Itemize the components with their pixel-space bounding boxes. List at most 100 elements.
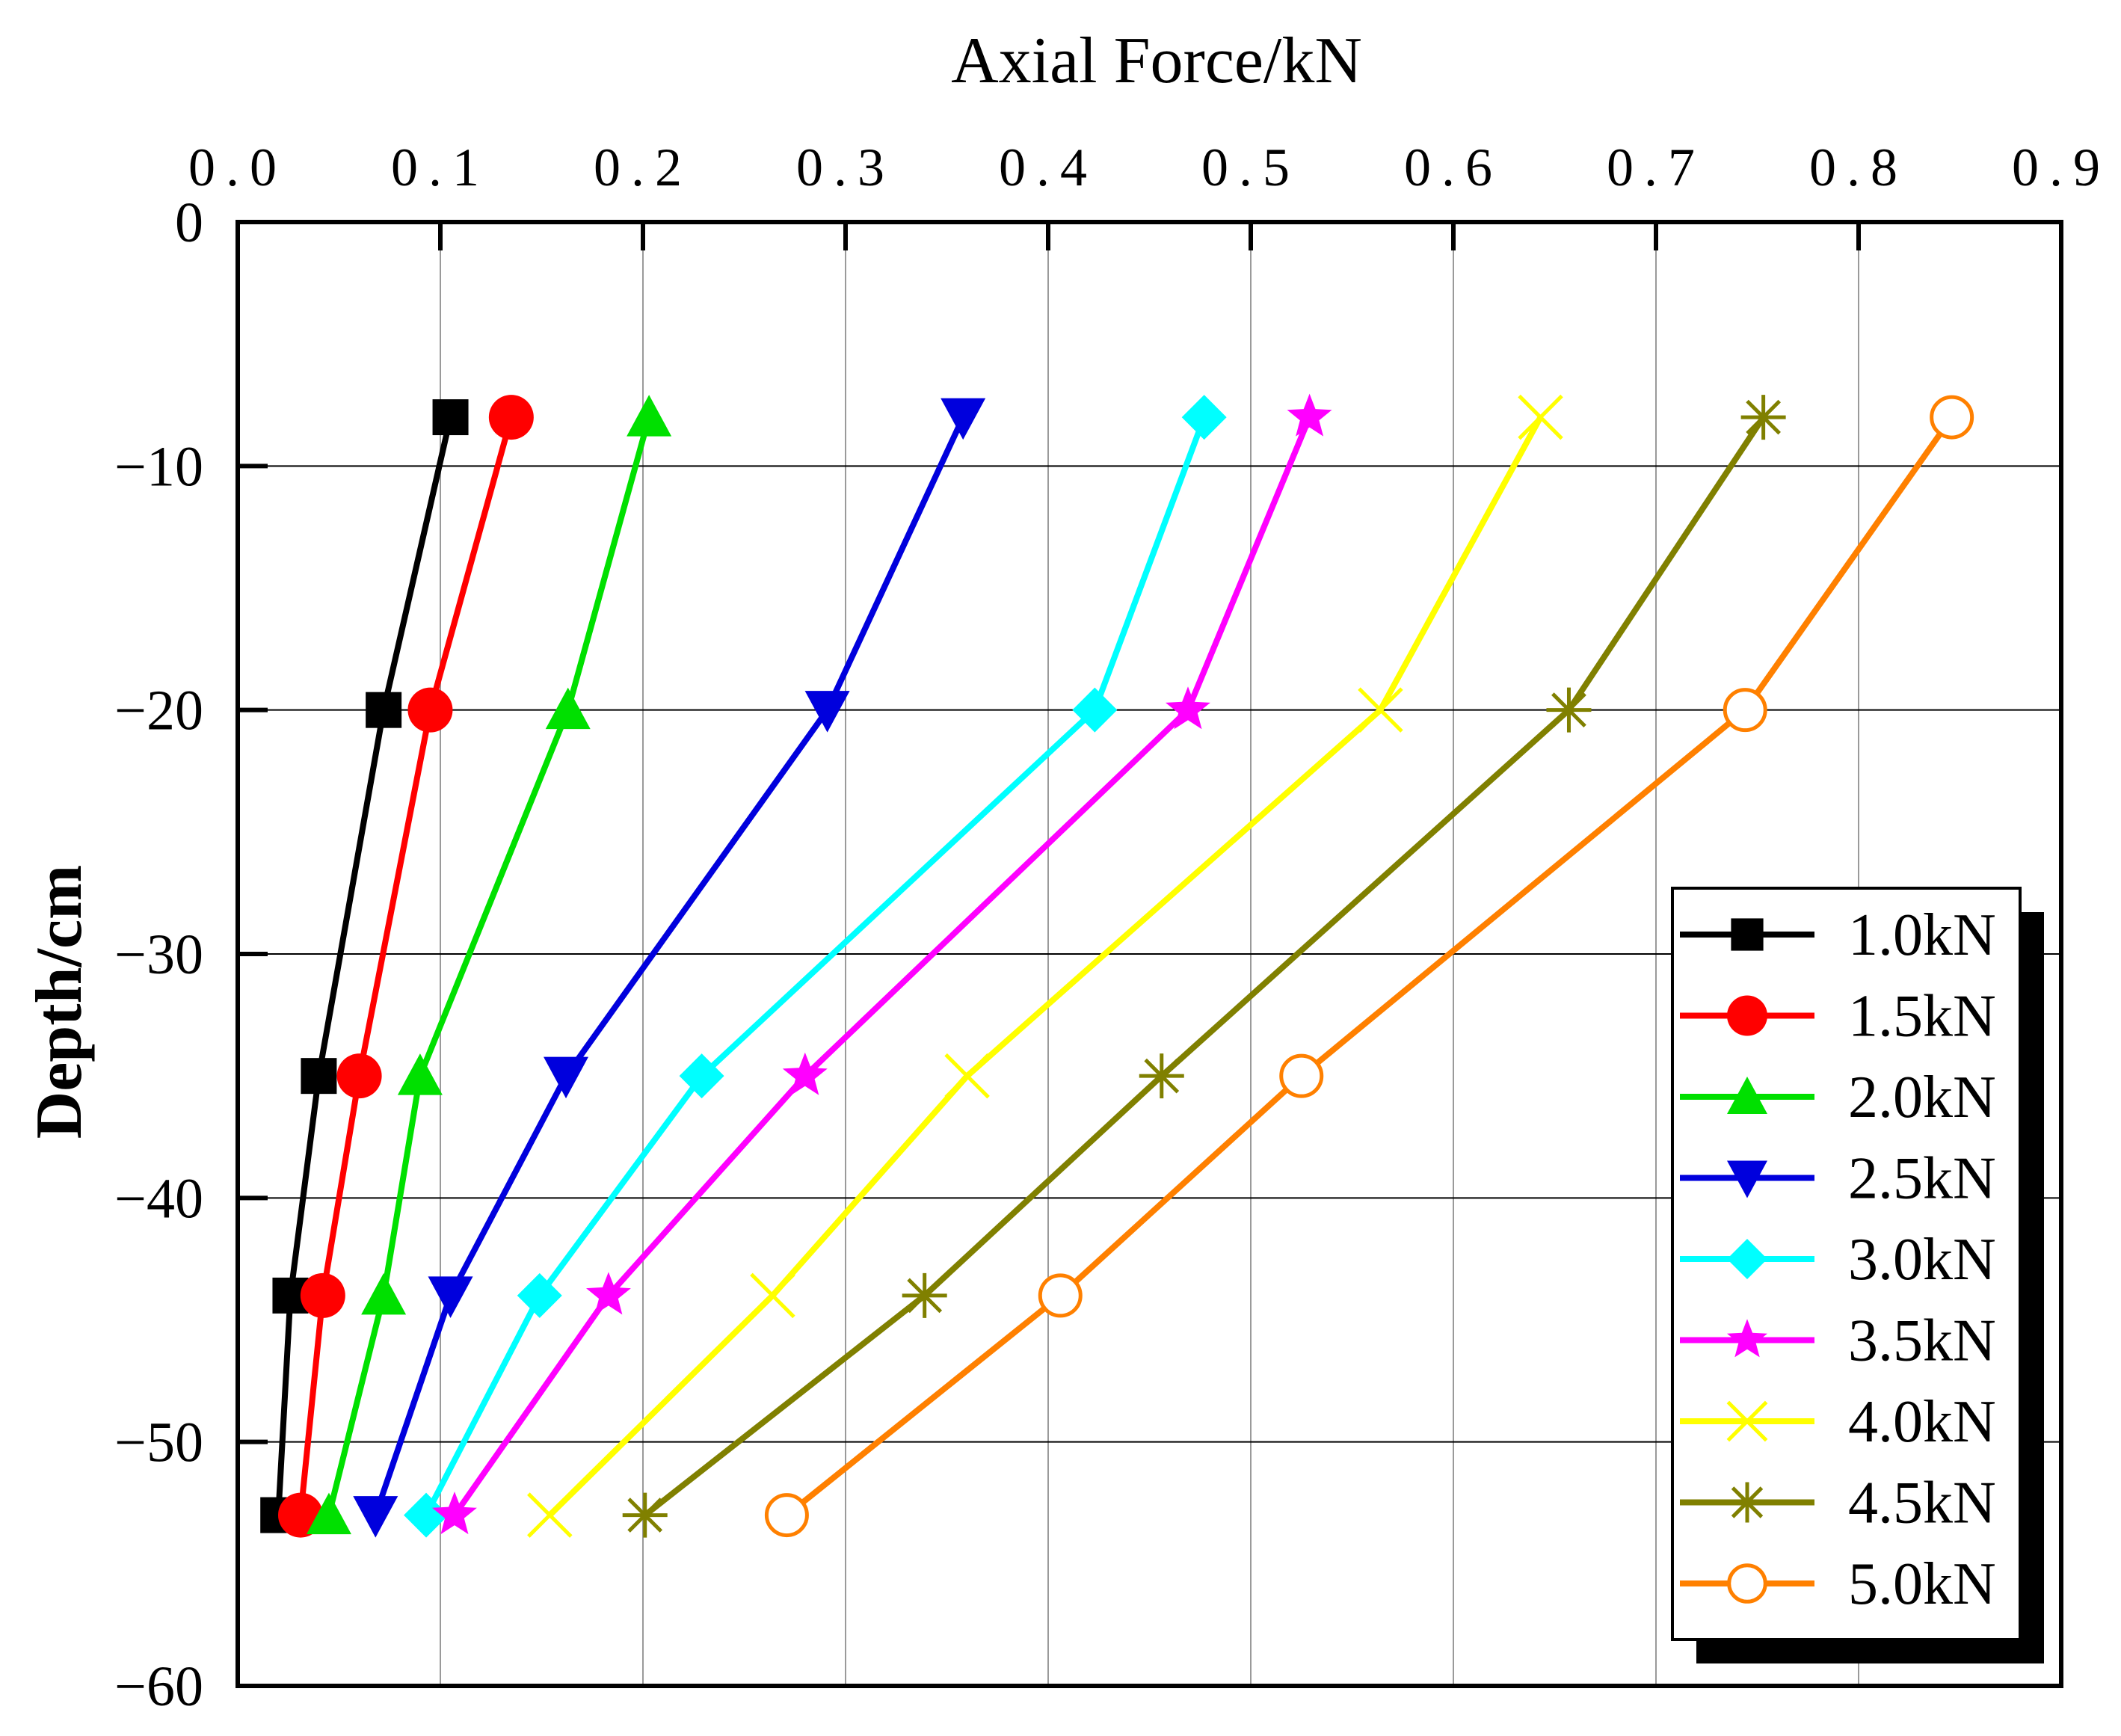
data-point-marker	[544, 1056, 589, 1099]
legend-item: 5.0kN	[1680, 1551, 1996, 1617]
legend-label: 3.0kN	[1848, 1227, 1996, 1293]
data-point-marker	[1727, 1077, 1767, 1114]
x-tick-label: 0.6	[1404, 138, 1503, 197]
data-point-marker	[764, 1493, 809, 1538]
legend-item: 1.5kN	[1680, 984, 1996, 1050]
x-tick-label: 0.9	[2012, 138, 2111, 197]
series-1.5kN	[278, 395, 534, 1538]
y-tick-label: −30	[114, 923, 203, 986]
series-3.5kN	[432, 393, 1332, 1535]
data-point-marker	[432, 399, 469, 436]
legend-item: 2.0kN	[1680, 1065, 1996, 1130]
data-point-marker	[902, 1272, 947, 1318]
data-point-marker	[622, 1492, 668, 1538]
legend: 1.0kN 1.5kN 2.0kN 2.5kN 3.0kN 3.5kN 4.0kN 4.5kN…	[1671, 887, 2044, 1663]
data-point-marker	[545, 687, 591, 730]
legend-item: 4.5kN	[1680, 1471, 1996, 1536]
legend-item: 2.5kN	[1680, 1146, 1996, 1212]
series-group	[260, 393, 1974, 1538]
series-4.0kN	[527, 394, 1563, 1538]
y-tick-label: 0	[175, 191, 203, 254]
data-point-marker	[679, 1053, 724, 1099]
series-2.5kN	[353, 398, 986, 1538]
data-point-marker	[336, 1053, 382, 1099]
x-axis-title: Axial Force/kN	[951, 25, 1362, 97]
data-point-marker	[428, 1276, 473, 1318]
data-point-marker	[1727, 995, 1767, 1036]
data-point-marker	[527, 1492, 573, 1538]
series-1.0kN	[260, 399, 469, 1533]
data-point-marker	[1139, 1053, 1184, 1099]
data-point-marker	[361, 1272, 407, 1315]
data-point-marker	[1727, 1319, 1767, 1358]
x-tick-label: 0.1	[391, 138, 490, 197]
data-point-marker	[804, 691, 850, 733]
legend-label: 3.5kN	[1848, 1308, 1996, 1374]
y-tick-label: −60	[114, 1655, 203, 1718]
data-point-marker	[404, 1492, 449, 1538]
data-point-marker	[627, 395, 672, 437]
legend-label: 1.0kN	[1848, 902, 1996, 968]
data-point-marker	[1518, 394, 1563, 440]
data-point-marker	[1166, 686, 1210, 730]
series-2.0kN	[306, 395, 672, 1535]
x-tick-label: 0.3	[796, 138, 895, 197]
data-point-marker	[407, 687, 453, 733]
x-tick-label: 0.4	[999, 138, 1098, 197]
data-point-marker	[1723, 688, 1767, 733]
data-point-marker	[1727, 1563, 1767, 1604]
series-4.5kN	[622, 395, 1786, 1538]
data-point-marker	[306, 1492, 351, 1535]
data-point-marker	[750, 1272, 795, 1319]
data-point-marker	[586, 1272, 631, 1315]
series-5.0kN	[764, 395, 1974, 1538]
legend-label: 2.0kN	[1848, 1065, 1996, 1130]
data-point-marker	[300, 1272, 345, 1318]
legend-item: 4.0kN	[1680, 1389, 1996, 1455]
data-point-marker	[1181, 395, 1227, 440]
data-point-marker	[1038, 1273, 1083, 1318]
y-axis-title: Depth/cm	[23, 865, 96, 1139]
data-point-marker	[353, 1496, 398, 1538]
data-point-marker	[782, 1052, 828, 1095]
data-point-marker	[1726, 1400, 1768, 1442]
legend-label: 5.0kN	[1848, 1551, 1996, 1617]
data-point-marker	[301, 1058, 337, 1095]
legend-label: 2.5kN	[1848, 1146, 1996, 1212]
data-point-marker	[1740, 395, 1786, 440]
legend-label: 4.5kN	[1848, 1471, 1996, 1536]
data-point-marker	[1727, 1160, 1767, 1198]
data-point-marker	[488, 395, 534, 440]
x-tick-label: 0.5	[1201, 138, 1300, 197]
axis-ticks: 0.0 0.1 0.2 0.3 0.4 0.5 0.6 0.7 0.8 0.9 0 −10 −20 −30…	[114, 138, 2111, 1718]
x-tick-label: 0.7	[1607, 138, 1705, 197]
data-point-marker	[366, 692, 402, 728]
series-3.0kN	[404, 395, 1227, 1538]
data-point-marker	[1727, 1239, 1767, 1279]
data-point-marker	[1731, 918, 1764, 951]
y-tick-label: −50	[114, 1412, 203, 1474]
legend-item: 3.5kN	[1680, 1308, 1996, 1374]
data-point-marker	[1930, 395, 1974, 440]
legend-item: 3.0kN	[1680, 1227, 1996, 1293]
data-point-marker	[941, 398, 986, 440]
y-tick-label: −10	[114, 435, 203, 498]
data-point-marker	[397, 1053, 443, 1095]
data-point-marker	[1727, 1482, 1767, 1523]
legend-label: 4.0kN	[1848, 1389, 1996, 1455]
y-tick-label: −40	[114, 1167, 203, 1230]
legend-label: 1.5kN	[1848, 984, 1996, 1050]
data-point-marker	[1279, 1053, 1324, 1098]
legend-item: 1.0kN	[1680, 902, 1996, 968]
y-tick-label: −20	[114, 680, 203, 742]
data-point-marker	[432, 1492, 477, 1535]
x-tick-label: 0.0	[188, 138, 287, 197]
x-tick-label: 0.2	[594, 138, 692, 197]
data-point-marker	[1287, 393, 1332, 437]
data-point-marker	[944, 1053, 990, 1099]
data-point-marker	[517, 1272, 562, 1318]
data-point-marker	[1358, 687, 1403, 733]
x-tick-label: 0.8	[1809, 138, 1908, 197]
data-point-marker	[1072, 687, 1118, 733]
